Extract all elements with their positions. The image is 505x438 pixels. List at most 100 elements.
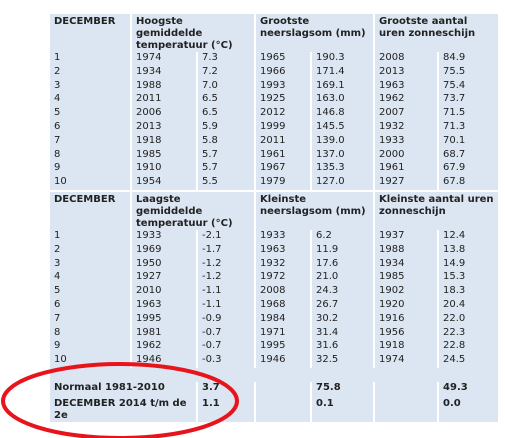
table-cell: 2013 [375,65,440,80]
table-cell: -1.2 [198,271,257,286]
table-cell: 1966 [256,65,313,80]
table-row: DECEMBER 2014 t/m de 2e 1.1 0.1 0.0 [50,397,501,422]
table-row: 5 2006 6.5 2012 146.8 2007 71.5 [50,107,501,121]
table-cell: 1910 [132,162,198,177]
table-cell: 75.5 [439,65,501,80]
table-cell: 1927 [375,176,440,190]
red-ellipse [1,362,239,438]
table-cell: 6.5 [198,93,257,108]
table-row: 9 1962 -0.7 1995 31.6 1918 22.8 [50,340,501,355]
table-cell: 1933 [132,229,198,244]
table-cell: 1 [50,52,132,66]
table-cell: 5 [50,107,132,121]
empty-cell [50,367,501,382]
table-cell: 1981 [132,326,198,341]
table-cell: 2011 [132,93,198,108]
table-cell: 1972 [256,271,313,286]
table-row: 2 1934 7.2 1966 171.4 2013 75.5 [50,65,501,80]
table-cell: 5.5 [198,176,257,190]
table-cell: 9 [50,340,132,355]
table-cell: -1.1 [198,285,257,299]
table-cell: 1984 [256,312,313,327]
table-cell: 1965 [256,52,313,66]
table-cell: 71.3 [439,120,501,135]
table-cell: 1967 [256,162,313,177]
table-cell: 5.7 [198,162,257,177]
table-row: DECEMBER Laagste gemiddelde temperatuur (… [50,189,501,230]
table-cell: 1950 [132,257,198,272]
empty-cell [256,397,313,422]
table-cell: 1937 [375,229,440,244]
table-row: 3 1988 7.0 1993 169.1 1963 75.4 [50,79,501,94]
table-cell: 1934 [132,65,198,80]
table-cell: 5.8 [198,134,257,149]
table-cell: 31.4 [312,326,376,341]
table-row: 1 1933 -2.1 1933 6.2 1937 12.4 [50,229,501,244]
table-row: 10 1954 5.5 1979 127.0 1927 67.8 [50,176,501,190]
table-cell: 1918 [132,134,198,149]
table-cell: 2007 [375,107,440,121]
table-cell: 32.5 [312,354,376,368]
table-cell: 1961 [375,162,440,177]
table-cell: 139.0 [312,134,376,149]
table-cell: 7.0 [198,79,257,94]
table-cell: 190.3 [312,52,376,66]
table-cell: Hoogste gemiddelde temperatuur (°C) [132,12,257,52]
table-cell: 10 [50,176,132,190]
table-row [50,367,501,382]
table-cell: -0.3 [198,354,257,368]
table-cell: 6 [50,298,132,313]
table-cell: 5.7 [198,148,257,163]
table-cell: 14.9 [439,257,501,272]
table-cell: 31.6 [312,340,376,355]
table-row: 2 1969 -1.7 1963 11.9 1988 13.8 [50,243,501,258]
table-cell: 7.2 [198,65,257,80]
table-cell: 135.3 [312,162,376,177]
table-cell: 84.9 [439,52,501,66]
table-cell: 2008 [375,52,440,66]
table-cell: 1963 [375,79,440,94]
table-cell: 2006 [132,107,198,121]
table-row: 10 1946 -0.3 1946 32.5 1974 24.5 [50,354,501,368]
table-cell: 1916 [375,312,440,327]
table-cell: 146.8 [312,107,376,121]
table-cell: -2.1 [198,229,257,244]
table-cell: 163.0 [312,93,376,108]
table-cell: 21.0 [312,271,376,286]
table-cell: 1961 [256,148,313,163]
table-cell: 24.5 [439,354,501,368]
table-cell: 1954 [132,176,198,190]
table-cell: 1999 [256,120,313,135]
table-cell: 1979 [256,176,313,190]
table-cell: 137.0 [312,148,376,163]
records-table: DECEMBER Hoogste gemiddelde temperatuur (… [50,12,501,422]
table-cell: 67.8 [439,176,501,190]
table-cell: 1946 [256,354,313,368]
table-cell: DECEMBER 2014 t/m de 2e [50,397,198,422]
table-cell: 1974 [375,354,440,368]
table-cell: 17.6 [312,257,376,272]
table-cell: 1920 [375,298,440,313]
table-cell: -0.7 [198,326,257,341]
table-cell: 2013 [132,120,198,135]
table-cell: 70.1 [439,134,501,149]
table-cell: 2 [50,65,132,80]
table-cell: 1968 [256,298,313,313]
table-cell: 75.8 [312,381,376,398]
table-row: 8 1981 -0.7 1971 31.4 1956 22.3 [50,326,501,341]
table-cell: 49.3 [439,381,501,398]
table-cell: 1985 [375,271,440,286]
table-cell: 1 [50,229,132,244]
table-cell: Kleinste aantal uren zonneschijn [375,189,501,230]
table-cell: Laagste gemiddelde temperatuur (°C) [132,189,257,230]
table-cell: 1925 [256,93,313,108]
table-cell: 1962 [132,340,198,355]
table-row: 8 1985 5.7 1961 137.0 2000 68.7 [50,148,501,163]
table-cell: 1995 [256,340,313,355]
table-cell: 0.1 [312,397,376,422]
table-row: 5 2010 -1.1 2008 24.3 1902 18.3 [50,285,501,299]
table-cell: 1918 [375,340,440,355]
table-cell: -1.2 [198,257,257,272]
table-cell: 1988 [375,243,440,258]
